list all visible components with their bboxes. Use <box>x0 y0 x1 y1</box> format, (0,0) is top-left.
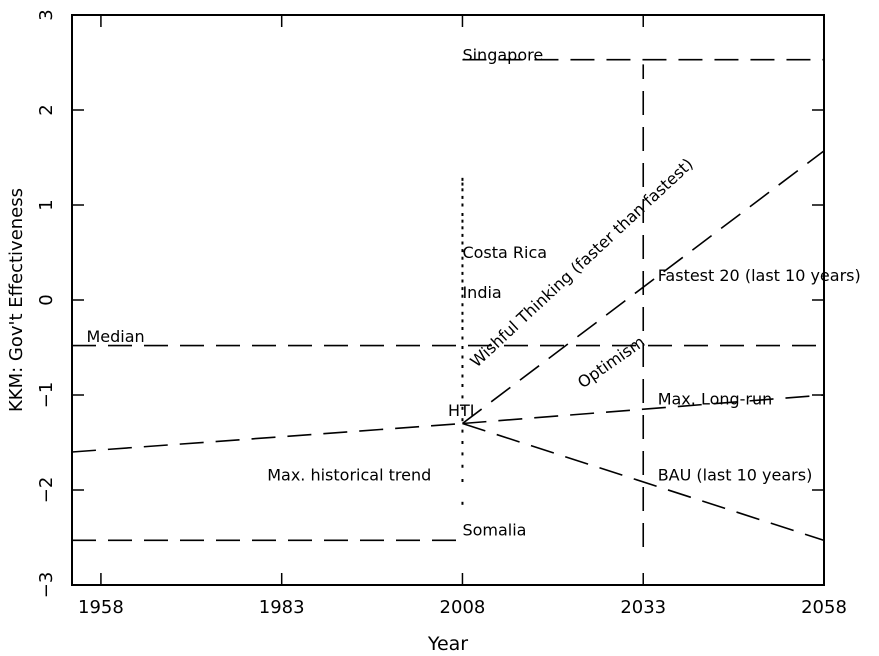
y-tick-label-4: 1 <box>36 199 57 210</box>
scatter-point-23 <box>461 355 464 359</box>
y-tick-label-6: 3 <box>36 9 57 20</box>
scatter-point-8 <box>461 233 464 237</box>
scatter-point-27 <box>461 395 464 399</box>
scatter-point-32 <box>461 452 464 456</box>
scatter-point-12 <box>461 264 464 268</box>
scatter-point-7 <box>461 226 464 230</box>
scatter-point-24 <box>461 365 464 368</box>
series-layer <box>71 58 825 547</box>
y-tick-label-5: 2 <box>36 104 57 115</box>
annotation-8: Max. Long-run <box>658 390 773 409</box>
x-tick-label-4: 2058 <box>801 597 847 618</box>
scatter-point-14 <box>461 279 464 283</box>
x-tick-label-1: 1983 <box>259 597 305 618</box>
scatter-point-10 <box>461 249 464 253</box>
annotation-11: Wishful Thinking (faster than fastest) <box>466 154 696 371</box>
scatter-point-18 <box>461 311 464 315</box>
scatter-point-19 <box>461 319 464 323</box>
scatter-point-1 <box>461 182 464 186</box>
scatter-point-3 <box>461 195 464 199</box>
y-tick-label-1: −2 <box>36 477 57 504</box>
annotation-1: Costa Rica <box>462 243 547 262</box>
annotation-4: HTI <box>448 401 475 420</box>
x-axis-label: Year <box>427 633 468 655</box>
annotation-0: Singapore <box>462 46 543 65</box>
scatter-point-0 <box>461 177 464 181</box>
scatter-point-33 <box>461 464 464 468</box>
x-tick-label-0: 1958 <box>78 597 124 618</box>
x-tick-label-3: 2033 <box>620 597 666 618</box>
scatter-point-29 <box>461 418 464 422</box>
ticks-layer: 1958 1983 2008 2033 2058 −3 −2 −1 0 1 2 3 <box>36 9 847 618</box>
plot-frame <box>71 14 825 586</box>
scatter-point-28 <box>461 406 464 410</box>
annotation-6: Somalia <box>462 521 526 540</box>
scatter-point-26 <box>461 384 464 387</box>
annotation-5: Max. historical trend <box>267 466 431 485</box>
scatter-point-35 <box>461 501 464 505</box>
annotation-7: Fastest 20 (last 10 years) <box>658 266 861 285</box>
scatter-point-16 <box>461 294 464 298</box>
scatter-point-22 <box>461 346 464 349</box>
annotation-10: Optimism <box>574 332 648 392</box>
scatter-point-20 <box>461 327 464 330</box>
x-tick-label-2: 2008 <box>440 597 486 618</box>
y-tick-label-2: −1 <box>36 382 57 409</box>
annotations-layer: Singapore Costa Rica India Median HTI Max. hi… <box>86 46 860 540</box>
scatter-point-15 <box>461 287 464 291</box>
scatter-point-31 <box>461 441 464 444</box>
scatter-point-30 <box>461 429 464 433</box>
scatter-point-2 <box>461 188 464 192</box>
scatter-point-9 <box>461 241 464 245</box>
y-tick-label-3: 0 <box>36 294 57 305</box>
y-axis-label: KKM: Gov't Effectiveness <box>6 188 27 412</box>
scatter-point-4 <box>461 203 464 207</box>
y-tick-label-0: −3 <box>36 572 57 599</box>
series-line-2 <box>462 422 825 542</box>
scatter-point-13 <box>461 271 464 275</box>
scatter-point-11 <box>461 256 464 260</box>
series-line-1 <box>462 394 825 425</box>
scatter-point-6 <box>461 219 464 223</box>
scatter-point-34 <box>461 479 464 482</box>
annotation-2: India <box>462 283 501 302</box>
series-line-0 <box>71 422 463 453</box>
scatter-point-17 <box>461 303 464 307</box>
annotation-9: BAU (last 10 years) <box>658 466 813 485</box>
annotation-3: Median <box>86 327 144 346</box>
scatter-layer <box>461 177 464 505</box>
scatter-point-5 <box>461 213 464 216</box>
scatter-point-21 <box>461 336 464 340</box>
scatter-point-25 <box>461 374 464 378</box>
